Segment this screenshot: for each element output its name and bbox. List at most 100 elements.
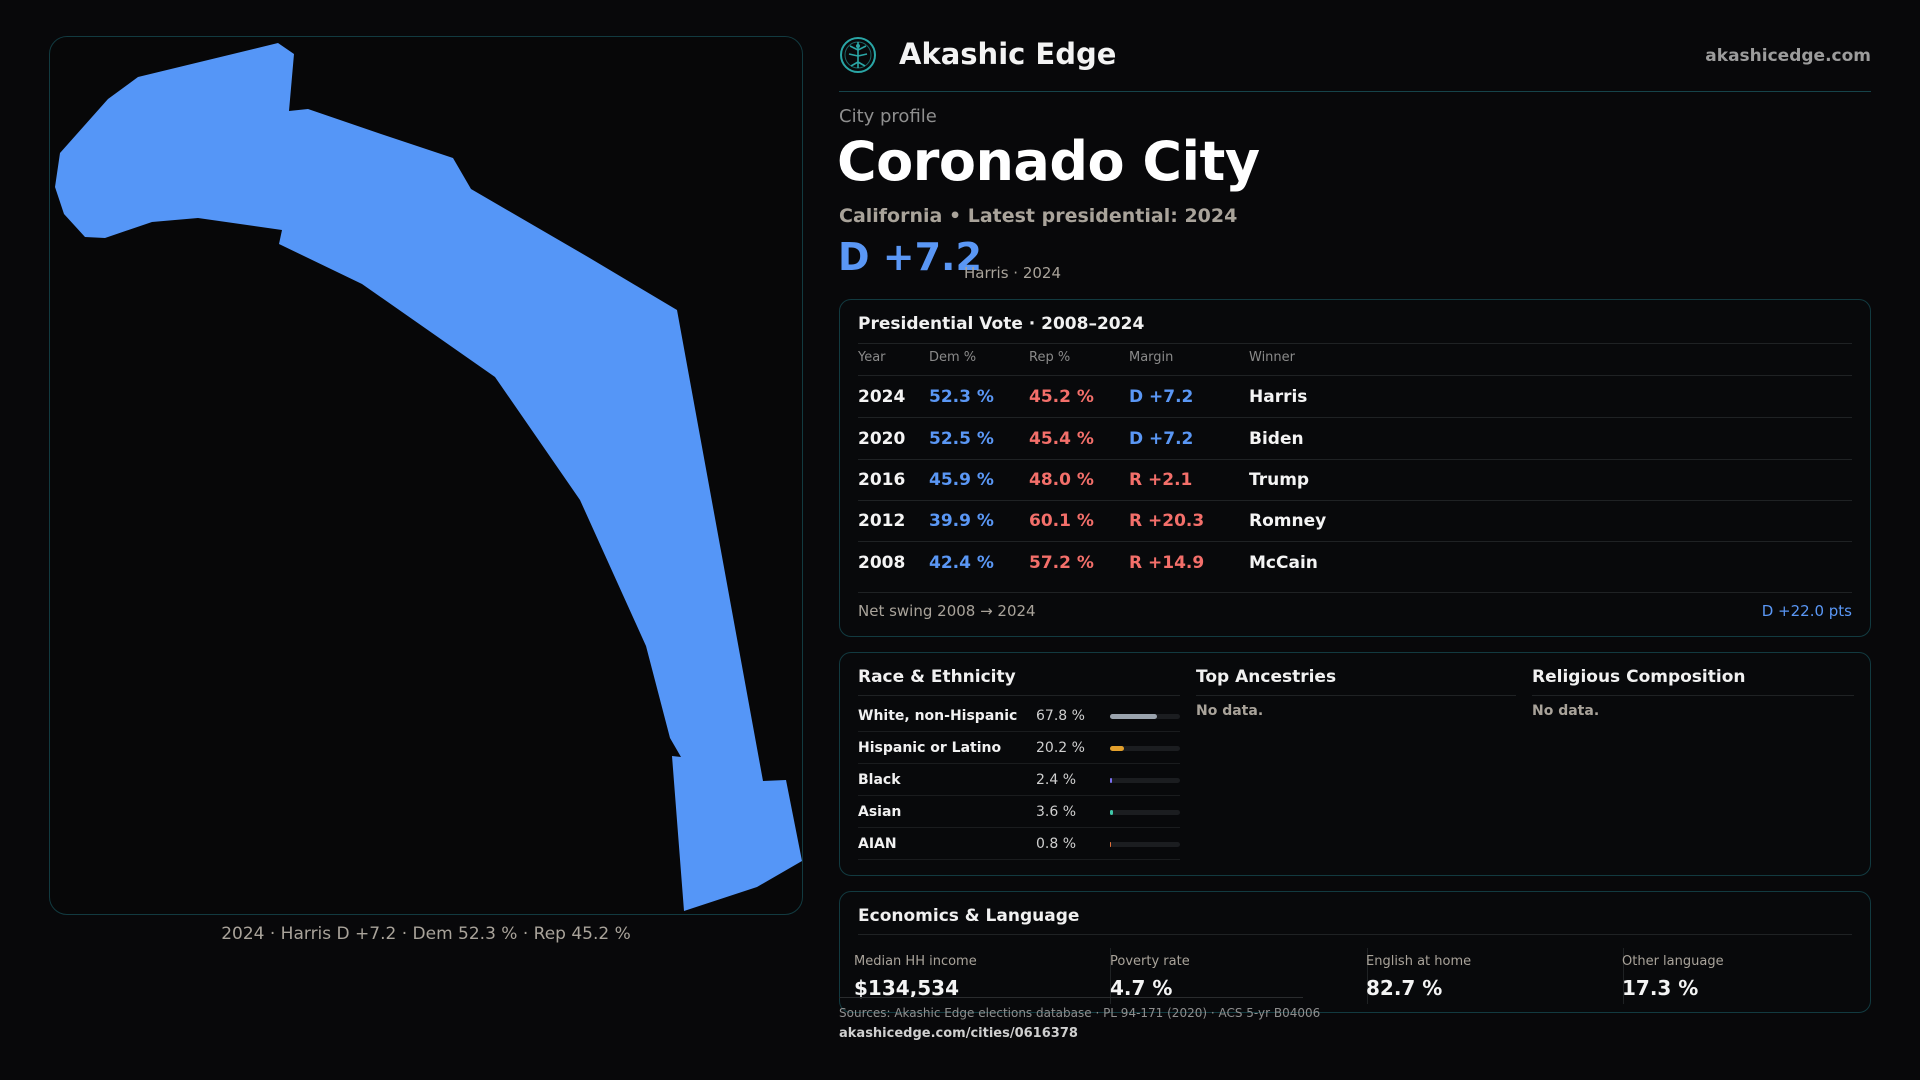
cell-year: 2016	[858, 470, 906, 490]
stat-english-at-home: English at home 82.7 %	[1352, 948, 1607, 1014]
cell-year: 2020	[858, 429, 906, 449]
race-row: Black 2.4 %	[858, 764, 1180, 796]
stat-value: $134,534	[854, 976, 960, 1000]
divider	[858, 934, 1852, 935]
stat-label: English at home	[1366, 954, 1472, 969]
cell-rep: 57.2 %	[1029, 553, 1094, 573]
city-boundary-map	[55, 43, 802, 911]
table-row[interactable]: 2008 42.4 % 57.2 % R +14.9 McCain	[858, 543, 1852, 584]
race-pct: 0.8 %	[1036, 836, 1077, 852]
cell-margin: D +7.2	[1129, 429, 1194, 449]
stat-other-language: Other language 17.3 %	[1608, 948, 1863, 1014]
cell-winner: Trump	[1249, 470, 1310, 490]
table-row[interactable]: 2020 52.5 % 45.4 % D +7.2 Biden	[858, 419, 1852, 460]
city-boundary-shape[interactable]	[55, 43, 802, 911]
city-permalink[interactable]: akashicedge.com/cities/0616378	[839, 1026, 1078, 1041]
race-bar-fill	[1110, 746, 1125, 751]
stat-label: Median HH income	[854, 954, 977, 969]
cell-dem: 42.4 %	[929, 553, 994, 573]
race-bar-track	[1110, 746, 1180, 751]
cell-rep: 45.2 %	[1029, 387, 1094, 407]
cell-margin: R +20.3	[1129, 511, 1205, 531]
latest-margin-note: Harris · 2024	[964, 264, 1062, 282]
column-header-rep: Rep %	[1029, 350, 1071, 365]
race-pct: 2.4 %	[1036, 772, 1077, 788]
cell-year: 2008	[858, 553, 906, 573]
divider	[1196, 695, 1516, 696]
divider	[1532, 695, 1854, 696]
map-caption: 2024 · Harris D +7.2 · Dem 52.3 % · Rep …	[221, 924, 631, 944]
presidential-vote-card: Presidential Vote · 2008–2024 Year Dem %…	[839, 299, 1871, 637]
religion-title: Religious Composition	[1532, 667, 1746, 687]
card-title: Presidential Vote · 2008–2024	[858, 314, 1145, 334]
cell-rep: 45.4 %	[1029, 429, 1094, 449]
demographics-card: Race & Ethnicity White, non-Hispanic 67.…	[839, 652, 1871, 876]
cell-margin: R +14.9	[1129, 553, 1205, 573]
divider	[1623, 948, 1624, 1004]
brand-url[interactable]: akashicedge.com	[1705, 46, 1871, 66]
race-pct: 3.6 %	[1036, 804, 1077, 820]
cell-rep: 48.0 %	[1029, 470, 1094, 490]
stat-value: 4.7 %	[1110, 976, 1173, 1000]
table-row[interactable]: 2016 45.9 % 48.0 % R +2.1 Trump	[858, 460, 1852, 501]
ancestries-empty: No data.	[1196, 703, 1264, 719]
stat-median-income: Median HH income $134,534	[840, 948, 1095, 1014]
cell-year: 2012	[858, 511, 906, 531]
cell-winner: Romney	[1249, 511, 1327, 531]
cell-dem: 52.5 %	[929, 429, 994, 449]
race-bar-track	[1110, 778, 1180, 783]
table-header: Year Dem % Rep % Margin Winner	[858, 350, 1852, 376]
cell-year: 2024	[858, 387, 906, 407]
cell-margin: R +2.1	[1129, 470, 1193, 490]
divider	[858, 592, 1852, 593]
column-header-year: Year	[858, 350, 886, 365]
race-title: Race & Ethnicity	[858, 667, 1016, 687]
race-bar-track	[1110, 842, 1180, 847]
city-map[interactable]	[49, 36, 803, 915]
divider	[1110, 948, 1111, 1004]
column-header-dem: Dem %	[929, 350, 977, 365]
race-bar-fill	[1110, 778, 1112, 783]
net-swing-label: Net swing 2008 → 2024	[858, 602, 1036, 620]
stat-label: Other language	[1622, 954, 1724, 969]
race-bar-fill	[1110, 714, 1158, 719]
cell-winner: McCain	[1249, 553, 1318, 573]
stat-label: Poverty rate	[1110, 954, 1190, 969]
race-row: AIAN 0.8 %	[858, 828, 1180, 860]
city-subtitle: California • Latest presidential: 2024	[839, 205, 1238, 227]
religion-empty: No data.	[1532, 703, 1600, 719]
race-label: Black	[858, 772, 901, 788]
column-header-winner: Winner	[1249, 350, 1296, 365]
profile-label: City profile	[839, 106, 937, 127]
race-label: AIAN	[858, 836, 897, 852]
cell-dem: 39.9 %	[929, 511, 994, 531]
divider	[839, 997, 1303, 998]
divider	[858, 343, 1852, 344]
net-swing-value: D +22.0 pts	[1761, 602, 1852, 620]
table-row[interactable]: 2012 39.9 % 60.1 % R +20.3 Romney	[858, 501, 1852, 542]
cell-winner: Harris	[1249, 387, 1308, 407]
brand-name[interactable]: Akashic Edge	[899, 37, 1117, 71]
race-row: Hispanic or Latino 20.2 %	[858, 732, 1180, 764]
cell-dem: 52.3 %	[929, 387, 994, 407]
race-row: Asian 3.6 %	[858, 796, 1180, 828]
tree-of-life-icon[interactable]	[839, 36, 877, 74]
cell-margin: D +7.2	[1129, 387, 1194, 407]
race-bar-fill	[1110, 842, 1112, 847]
race-label: Hispanic or Latino	[858, 740, 1002, 756]
latest-margin: D +7.2	[838, 235, 982, 279]
economics-card: Economics & Language Median HH income $1…	[839, 891, 1871, 1013]
race-label: Asian	[858, 804, 902, 820]
column-header-margin: Margin	[1129, 350, 1174, 365]
card-title: Economics & Language	[858, 906, 1080, 926]
cell-winner: Biden	[1249, 429, 1304, 449]
divider	[858, 695, 1180, 696]
race-label: White, non-Hispanic	[858, 708, 1018, 724]
race-bar-fill	[1110, 810, 1113, 815]
cell-dem: 45.9 %	[929, 470, 994, 490]
race-bar-track	[1110, 714, 1180, 719]
page-title: Coronado City	[837, 130, 1260, 193]
race-pct: 67.8 %	[1036, 708, 1085, 724]
stat-value: 17.3 %	[1622, 976, 1699, 1000]
table-row[interactable]: 2024 52.3 % 45.2 % D +7.2 Harris	[858, 377, 1852, 418]
